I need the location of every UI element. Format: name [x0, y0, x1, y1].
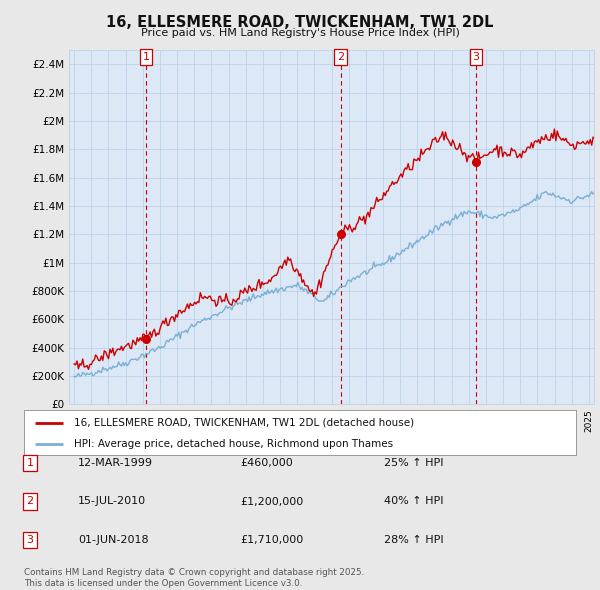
- Text: £1,710,000: £1,710,000: [240, 535, 303, 545]
- Text: Price paid vs. HM Land Registry's House Price Index (HPI): Price paid vs. HM Land Registry's House …: [140, 28, 460, 38]
- Text: £460,000: £460,000: [240, 458, 293, 468]
- Text: 01-JUN-2018: 01-JUN-2018: [78, 535, 149, 545]
- Text: 1: 1: [143, 53, 149, 62]
- Text: 2: 2: [26, 497, 34, 506]
- Text: 2: 2: [337, 53, 344, 62]
- Text: 40% ↑ HPI: 40% ↑ HPI: [384, 497, 443, 506]
- Text: 15-JUL-2010: 15-JUL-2010: [78, 497, 146, 506]
- Text: 1: 1: [26, 458, 34, 468]
- Text: HPI: Average price, detached house, Richmond upon Thames: HPI: Average price, detached house, Rich…: [74, 439, 393, 449]
- Text: £1,200,000: £1,200,000: [240, 497, 303, 506]
- Text: 25% ↑ HPI: 25% ↑ HPI: [384, 458, 443, 468]
- Text: 3: 3: [472, 53, 479, 62]
- Text: 3: 3: [26, 535, 34, 545]
- Text: 12-MAR-1999: 12-MAR-1999: [78, 458, 153, 468]
- Text: Contains HM Land Registry data © Crown copyright and database right 2025.
This d: Contains HM Land Registry data © Crown c…: [24, 568, 364, 588]
- Text: 16, ELLESMERE ROAD, TWICKENHAM, TW1 2DL: 16, ELLESMERE ROAD, TWICKENHAM, TW1 2DL: [106, 15, 494, 30]
- Text: 16, ELLESMERE ROAD, TWICKENHAM, TW1 2DL (detached house): 16, ELLESMERE ROAD, TWICKENHAM, TW1 2DL …: [74, 418, 414, 428]
- Text: 28% ↑ HPI: 28% ↑ HPI: [384, 535, 443, 545]
